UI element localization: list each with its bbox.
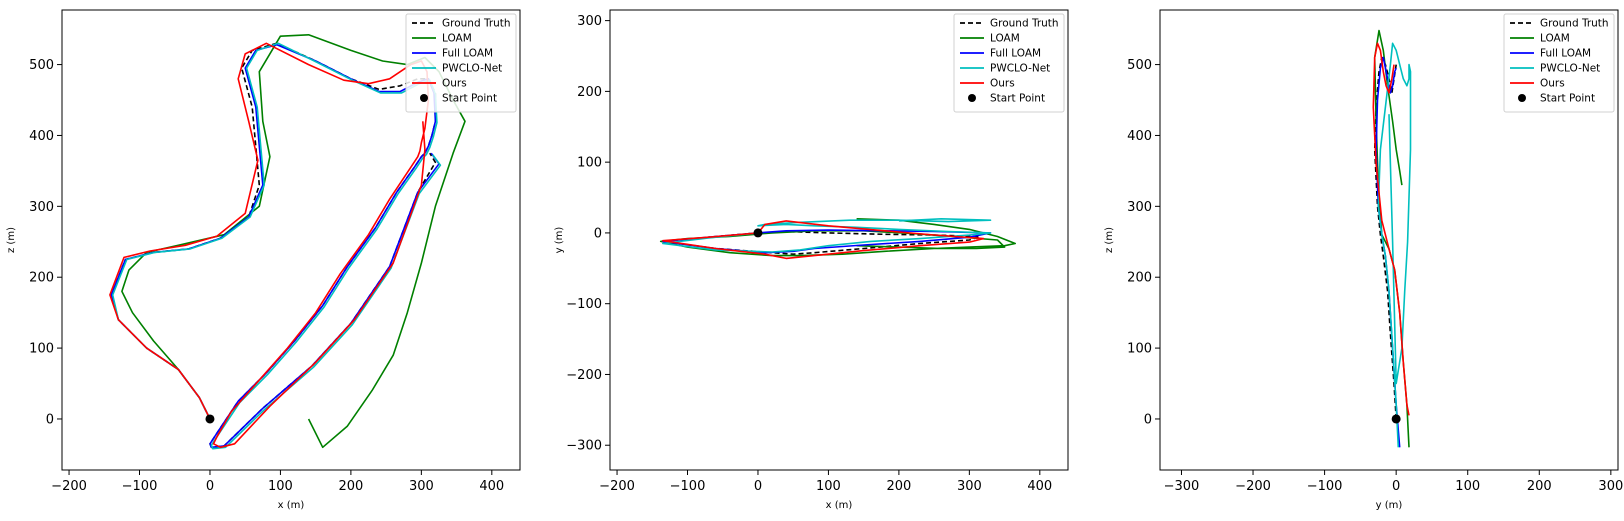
x-tick-label: −100 <box>1307 479 1343 494</box>
y-tick-label: 400 <box>1127 129 1152 144</box>
y-tick-label: −300 <box>566 439 602 454</box>
legend: Ground Truth LOAM Full LOAM PWCLO-Net Ours St… <box>405 13 517 113</box>
start-point-marker <box>1391 414 1401 424</box>
legend-entry: Start Point <box>990 93 1045 105</box>
y-tick-label: 100 <box>1127 342 1152 357</box>
y-tick-label: 400 <box>29 129 54 144</box>
y-tick-label: 200 <box>1127 271 1152 286</box>
legend-entry: PWCLO-Net <box>442 63 502 75</box>
legend-entry: Ground Truth <box>990 18 1059 30</box>
y-tick-label: −100 <box>566 297 602 312</box>
series-line-ours <box>661 220 985 260</box>
x-axis-label: x (m) <box>826 500 853 511</box>
legend-entry: Ground Truth <box>1540 18 1609 30</box>
y-tick-label: 300 <box>1127 200 1152 215</box>
legend: Ground Truth LOAM Full LOAM PWCLO-Net Ours St… <box>1503 13 1615 113</box>
x-tick-label: 300 <box>409 479 434 494</box>
legend-marker <box>1518 94 1526 102</box>
series-group <box>659 218 1017 260</box>
legend-entry: Ours <box>990 78 1015 90</box>
x-tick-label: 300 <box>1598 479 1623 494</box>
legend-entry: Full LOAM <box>442 48 493 60</box>
x-tick-label: 0 <box>754 479 762 494</box>
y-tick-label: 200 <box>577 85 602 100</box>
x-tick-label: 200 <box>1527 479 1552 494</box>
x-tick-label: −200 <box>1235 479 1271 494</box>
y-tick-label: 100 <box>577 156 602 171</box>
series-line-loam <box>121 33 466 449</box>
x-tick-label: 200 <box>338 479 363 494</box>
series-line-pwclo-net <box>1377 42 1412 448</box>
y-axis-label: z (m) <box>6 227 17 253</box>
legend: Ground Truth LOAM Full LOAM PWCLO-Net Ours St… <box>953 13 1065 113</box>
y-tick-label: 0 <box>1144 412 1152 427</box>
legend-marker <box>968 94 976 102</box>
y-tick-label: 100 <box>29 342 54 357</box>
x-tick-label: −100 <box>122 479 158 494</box>
y-tick-label: 0 <box>594 226 602 241</box>
x-tick-label: 100 <box>1455 479 1480 494</box>
legend-entry: LOAM <box>442 33 472 45</box>
x-tick-label: −200 <box>599 479 635 494</box>
series-line-ours <box>1372 42 1410 416</box>
legend-entry: LOAM <box>990 33 1020 45</box>
x-tick-label: 400 <box>1027 479 1052 494</box>
x-axis-label: y (m) <box>1376 500 1403 511</box>
x-tick-label: 100 <box>268 479 293 494</box>
start-point-marker <box>205 414 215 424</box>
series-line-pwclo-net <box>111 42 442 450</box>
legend-entry: Start Point <box>1540 93 1595 105</box>
x-axis-label: x (m) <box>278 500 305 511</box>
legend-entry: PWCLO-Net <box>1540 63 1600 75</box>
series-line-pwclo-net <box>661 218 992 253</box>
y-tick-label: 200 <box>29 271 54 286</box>
legend-entry: Full LOAM <box>1540 48 1591 60</box>
subplot-xz: −200 −100 0 100 200 300 400 0 100 200 300 400 500 x (… <box>6 9 521 511</box>
y-tick-label: 500 <box>29 58 54 73</box>
y-tick-label: −200 <box>566 368 602 383</box>
start-point-marker <box>753 228 763 238</box>
legend-entry: Full LOAM <box>990 48 1041 60</box>
x-tick-label: −200 <box>51 479 87 494</box>
legend-marker <box>420 94 428 102</box>
y-tick-label: 0 <box>46 412 54 427</box>
subplot-xy: −200 −100 0 100 200 300 400 −300 −200 −100 0 100 200… <box>554 9 1069 511</box>
legend-entry: Ours <box>1540 78 1565 90</box>
x-tick-label: 200 <box>886 479 911 494</box>
x-tick-label: 0 <box>1392 479 1400 494</box>
y-tick-label: 300 <box>29 200 54 215</box>
legend-entry: Ground Truth <box>442 18 511 30</box>
x-tick-label: 0 <box>206 479 214 494</box>
x-tick-label: 400 <box>479 479 504 494</box>
y-tick-label: 300 <box>577 14 602 29</box>
y-axis-label: z (m) <box>1104 227 1115 253</box>
x-tick-label: 100 <box>816 479 841 494</box>
subplot-yz: −300 −200 −100 0 100 200 300 0 100 200 300 400 500 y … <box>1104 9 1623 511</box>
y-axis-label: y (m) <box>554 227 565 254</box>
x-tick-label: −100 <box>670 479 706 494</box>
y-tick-label: 500 <box>1127 58 1152 73</box>
legend-entry: LOAM <box>1540 33 1570 45</box>
x-tick-label: 300 <box>957 479 982 494</box>
legend-entry: Start Point <box>442 93 497 105</box>
legend-entry: PWCLO-Net <box>990 63 1050 75</box>
series-group <box>1372 29 1412 448</box>
x-tick-label: −300 <box>1164 479 1200 494</box>
legend-entry: Ours <box>442 78 467 90</box>
